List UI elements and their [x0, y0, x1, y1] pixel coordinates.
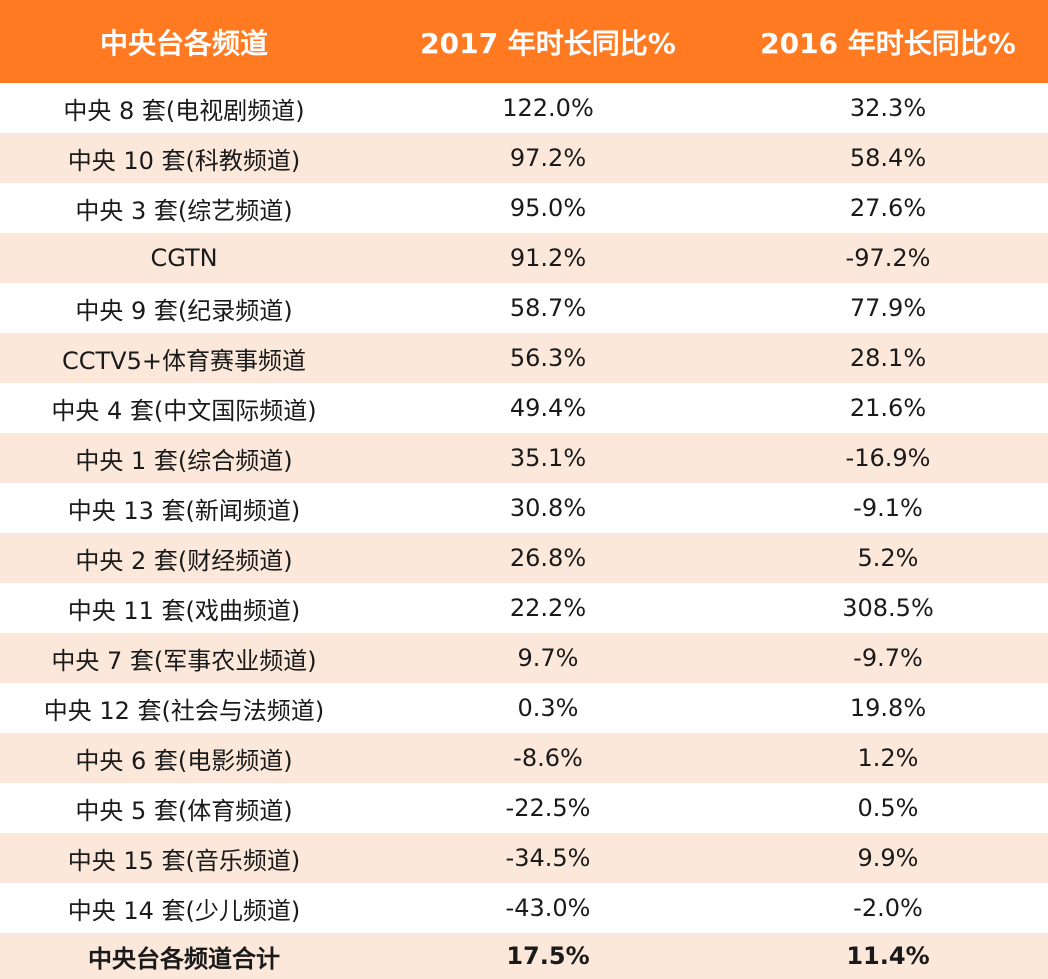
table-row: 中央 11 套(戏曲频道) 22.2% 308.5%: [0, 583, 1048, 633]
cell-2016: -97.2%: [728, 233, 1048, 283]
cell-channel: 中央 9 套(纪录频道): [0, 283, 368, 333]
table-row: CCTV5+体育赛事频道 56.3% 28.1%: [0, 333, 1048, 383]
cell-2016: -9.7%: [728, 633, 1048, 683]
cell-channel: 中央 11 套(戏曲频道): [0, 583, 368, 633]
cell-2017: 122.0%: [368, 83, 728, 133]
cell-2016: -2.0%: [728, 883, 1048, 933]
table-row: 中央 4 套(中文国际频道) 49.4% 21.6%: [0, 383, 1048, 433]
cell-2016: 28.1%: [728, 333, 1048, 383]
cell-2017: 91.2%: [368, 233, 728, 283]
cell-channel: 中央 15 套(音乐频道): [0, 833, 368, 883]
cell-channel: 中央 13 套(新闻频道): [0, 483, 368, 533]
table-row: 中央 7 套(军事农业频道) 9.7% -9.7%: [0, 633, 1048, 683]
total-channel: 中央台各频道合计: [0, 933, 368, 979]
header-2016: 2016 年时长同比%: [728, 0, 1048, 83]
cell-2017: 95.0%: [368, 183, 728, 233]
table-row: 中央 9 套(纪录频道) 58.7% 77.9%: [0, 283, 1048, 333]
cell-2017: -43.0%: [368, 883, 728, 933]
table-row: 中央 1 套(综合频道) 35.1% -16.9%: [0, 433, 1048, 483]
cell-2016: 77.9%: [728, 283, 1048, 333]
cell-2017: 49.4%: [368, 383, 728, 433]
cell-2017: 22.2%: [368, 583, 728, 633]
cell-2016: 27.6%: [728, 183, 1048, 233]
cell-channel: 中央 1 套(综合频道): [0, 433, 368, 483]
cell-2016: 0.5%: [728, 783, 1048, 833]
table-row: 中央 5 套(体育频道) -22.5% 0.5%: [0, 783, 1048, 833]
table-row: CGTN 91.2% -97.2%: [0, 233, 1048, 283]
header-channel: 中央台各频道: [0, 0, 368, 83]
total-2016: 11.4%: [728, 933, 1048, 979]
table-row: 中央 12 套(社会与法频道) 0.3% 19.8%: [0, 683, 1048, 733]
cell-channel: 中央 6 套(电影频道): [0, 733, 368, 783]
table-row: 中央 10 套(科教频道) 97.2% 58.4%: [0, 133, 1048, 183]
table-row: 中央 13 套(新闻频道) 30.8% -9.1%: [0, 483, 1048, 533]
cell-2017: 97.2%: [368, 133, 728, 183]
header-row: 中央台各频道 2017 年时长同比% 2016 年时长同比%: [0, 0, 1048, 83]
cell-2017: 35.1%: [368, 433, 728, 483]
header-2017: 2017 年时长同比%: [368, 0, 728, 83]
cell-2017: 58.7%: [368, 283, 728, 333]
cell-2016: 32.3%: [728, 83, 1048, 133]
cell-2017: 0.3%: [368, 683, 728, 733]
cell-channel: 中央 7 套(军事农业频道): [0, 633, 368, 683]
cell-2017: 30.8%: [368, 483, 728, 533]
total-row: 中央台各频道合计 17.5% 11.4%: [0, 933, 1048, 979]
table-row: 中央 6 套(电影频道) -8.6% 1.2%: [0, 733, 1048, 783]
cell-channel: 中央 12 套(社会与法频道): [0, 683, 368, 733]
cell-2017: 56.3%: [368, 333, 728, 383]
cell-channel: 中央 10 套(科教频道): [0, 133, 368, 183]
cell-2016: 9.9%: [728, 833, 1048, 883]
cell-2016: 1.2%: [728, 733, 1048, 783]
cell-2016: -16.9%: [728, 433, 1048, 483]
table-row: 中央 8 套(电视剧频道) 122.0% 32.3%: [0, 83, 1048, 133]
table-row: 中央 3 套(综艺频道) 95.0% 27.6%: [0, 183, 1048, 233]
cell-2017: -34.5%: [368, 833, 728, 883]
cell-channel: 中央 14 套(少儿频道): [0, 883, 368, 933]
cell-2016: 19.8%: [728, 683, 1048, 733]
cell-channel: 中央 8 套(电视剧频道): [0, 83, 368, 133]
table-row: 中央 15 套(音乐频道) -34.5% 9.9%: [0, 833, 1048, 883]
cell-2017: -8.6%: [368, 733, 728, 783]
cell-2016: 5.2%: [728, 533, 1048, 583]
cell-2017: 26.8%: [368, 533, 728, 583]
cell-channel: 中央 5 套(体育频道): [0, 783, 368, 833]
cell-channel: 中央 2 套(财经频道): [0, 533, 368, 583]
table-row: 中央 2 套(财经频道) 26.8% 5.2%: [0, 533, 1048, 583]
cell-2016: 58.4%: [728, 133, 1048, 183]
cell-2017: -22.5%: [368, 783, 728, 833]
cell-channel: 中央 4 套(中文国际频道): [0, 383, 368, 433]
cell-channel: CGTN: [0, 233, 368, 283]
cell-2016: -9.1%: [728, 483, 1048, 533]
cell-2016: 308.5%: [728, 583, 1048, 633]
cell-channel: 中央 3 套(综艺频道): [0, 183, 368, 233]
cell-2016: 21.6%: [728, 383, 1048, 433]
total-2017: 17.5%: [368, 933, 728, 979]
table-row: 中央 14 套(少儿频道) -43.0% -2.0%: [0, 883, 1048, 933]
cell-2017: 9.7%: [368, 633, 728, 683]
cell-channel: CCTV5+体育赛事频道: [0, 333, 368, 383]
